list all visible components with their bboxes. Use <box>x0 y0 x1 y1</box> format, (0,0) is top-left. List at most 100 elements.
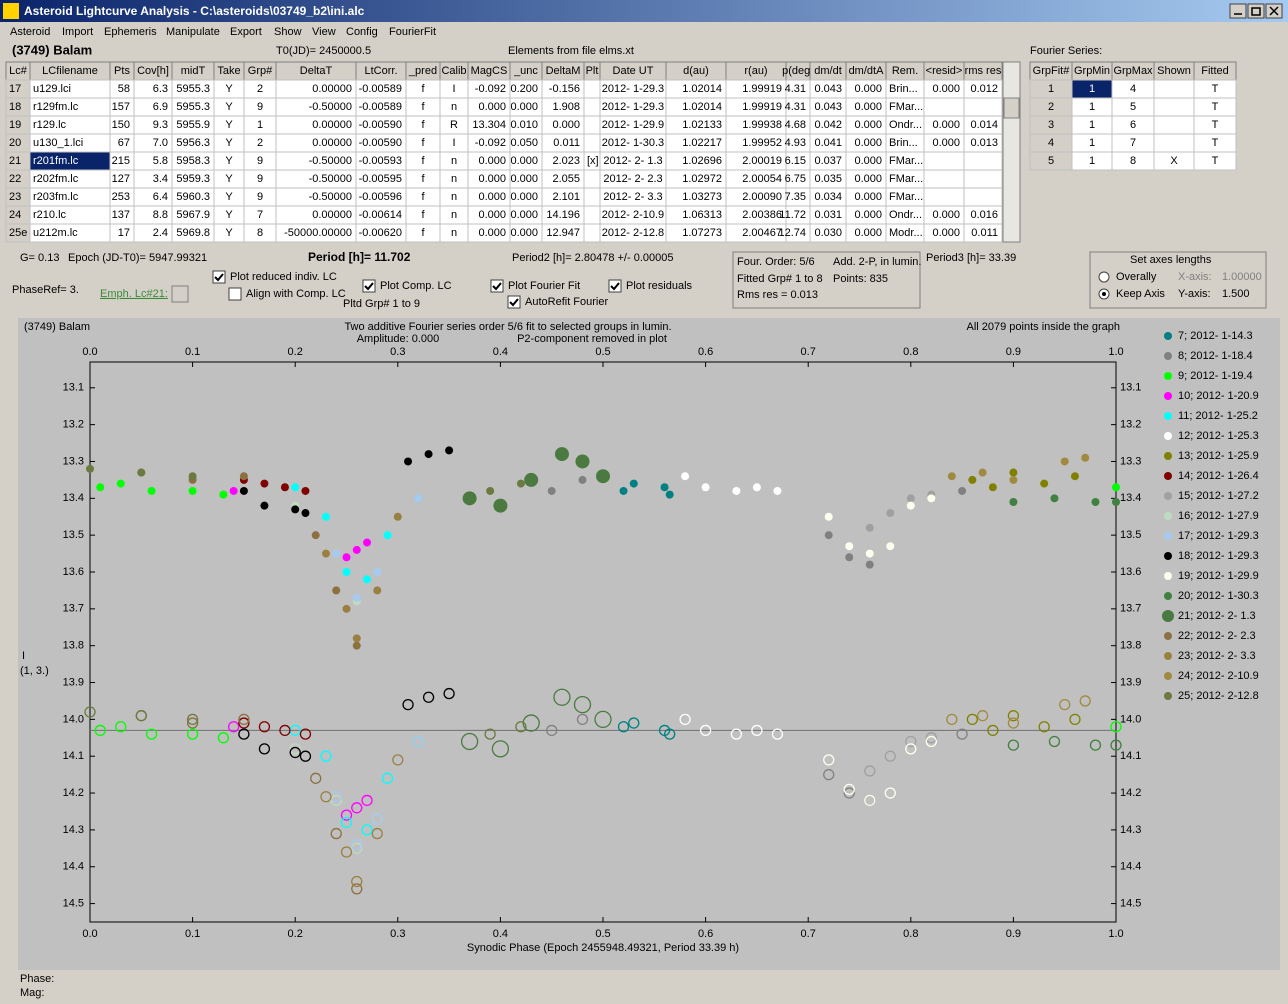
comp-point <box>1079 695 1091 707</box>
comp-point <box>279 724 291 737</box>
cell-text: -0.00614 <box>359 209 402 221</box>
cell-text: 1.02217 <box>682 137 722 149</box>
fourier-cell[interactable] <box>1153 79 1195 99</box>
cell-text: -0.00620 <box>359 227 402 239</box>
comp-point <box>402 698 414 711</box>
checkbox[interactable] <box>228 287 242 301</box>
checkbox[interactable] <box>507 295 521 309</box>
table-cell[interactable] <box>963 169 1003 189</box>
radio[interactable] <box>1098 271 1110 283</box>
checkbox[interactable] <box>212 270 226 284</box>
object-name: (3749) Balam <box>12 42 92 57</box>
fourier-cell[interactable] <box>1193 151 1237 171</box>
scrollbar[interactable] <box>1002 61 1021 243</box>
comp-point <box>135 710 147 722</box>
epoch-label: Epoch (JD-T0)= 5947.99321 <box>68 252 207 264</box>
scroll-thumb[interactable] <box>1003 97 1020 119</box>
checkbox[interactable] <box>608 279 622 293</box>
cell-text: -0.00589 <box>359 83 402 95</box>
x-axis-value: 1.00000 <box>1222 271 1262 283</box>
table-cell[interactable] <box>923 151 965 171</box>
table-cell[interactable] <box>583 223 601 243</box>
cell-text: 0.000 <box>478 191 506 203</box>
cell-text: 0.037 <box>814 155 842 167</box>
point <box>596 469 610 484</box>
comp-point <box>699 724 712 737</box>
emph-link: Emph. Lc#21: <box>100 288 168 300</box>
table-cell[interactable] <box>963 97 1003 117</box>
table-cell[interactable] <box>583 187 601 207</box>
checkbox[interactable] <box>362 279 376 293</box>
restore-button[interactable] <box>1247 3 1265 19</box>
fourier-cell-text: 1 <box>1089 137 1095 149</box>
column-header-text: midT <box>181 65 206 77</box>
comp-point <box>412 735 424 748</box>
cell-text: -0.092 <box>475 83 506 95</box>
table-cell[interactable] <box>583 133 601 153</box>
cell-text: 0.000 <box>510 227 538 239</box>
table-cell[interactable] <box>583 79 601 99</box>
y-tick-label: 13.1 <box>63 382 84 394</box>
radio-label: Keep Axis <box>1116 288 1165 300</box>
fourier-cell-text: 6 <box>1130 119 1136 131</box>
fourier-cell-text: 5 <box>1048 155 1054 167</box>
checkbox[interactable] <box>490 279 504 293</box>
cell-text: 20 <box>9 137 21 149</box>
x-tick-label-top: 0.7 <box>801 346 816 358</box>
check-mark <box>364 282 374 291</box>
cell-text: 6.9 <box>153 101 168 113</box>
fourier-cell[interactable] <box>1153 133 1195 153</box>
comp-point <box>1048 735 1061 748</box>
x-tick-label: 0.4 <box>493 928 508 940</box>
cell-text: 0.00000 <box>312 83 352 95</box>
cell-text: 4.68 <box>785 119 806 131</box>
table-cell[interactable] <box>963 223 1003 243</box>
table-cell[interactable] <box>963 151 1003 171</box>
cell-text: 17 <box>118 227 130 239</box>
point <box>424 450 433 459</box>
t0-label: T0(JD)= 2450000.5 <box>276 45 371 57</box>
column-header-text: _unc <box>513 65 538 77</box>
table-cell[interactable] <box>923 169 965 189</box>
cell-text: 0.000 <box>510 101 538 113</box>
comp-point <box>238 713 250 726</box>
table-cell[interactable] <box>583 169 601 189</box>
checkbox-label: Plot Comp. LC <box>380 280 452 292</box>
cell-text: 1.02014 <box>682 83 722 95</box>
cell-text: 3.4 <box>153 173 168 185</box>
column-header-text: Take <box>217 65 240 77</box>
period3-label: Period3 [h]= 33.39 <box>926 252 1016 264</box>
comp-point <box>340 846 353 858</box>
menu-item: View <box>312 26 336 38</box>
cell-text: 0.000 <box>854 191 882 203</box>
cell-text: 0.000 <box>478 227 506 239</box>
comp-point <box>1110 721 1122 733</box>
comp-point <box>823 768 835 781</box>
point <box>188 486 197 495</box>
cell-text: f <box>421 227 425 239</box>
table-cell[interactable] <box>963 187 1003 207</box>
table-cell[interactable] <box>583 115 601 135</box>
minimize-button[interactable] <box>1229 3 1247 19</box>
period-label: Period [h]= 11.702 <box>308 250 411 264</box>
y-tick-label-right: 14.3 <box>1120 824 1141 836</box>
cell-text: -0.00595 <box>359 173 402 185</box>
y-tick-label: 14.0 <box>63 713 84 725</box>
fourier-cell[interactable] <box>1153 115 1195 135</box>
legend-marker <box>1164 672 1172 680</box>
legend-marker <box>1164 652 1172 660</box>
comp-point <box>115 721 127 733</box>
fourier-cell[interactable] <box>1153 97 1195 117</box>
table-cell[interactable] <box>923 187 965 207</box>
table-cell[interactable] <box>923 97 965 117</box>
cell-text: 0.200 <box>510 83 538 95</box>
comp-point <box>443 687 455 700</box>
spin-button[interactable] <box>171 285 189 303</box>
comp-point <box>238 728 250 740</box>
table-cell[interactable] <box>583 205 601 225</box>
y-tick-label-right: 14.1 <box>1120 750 1141 762</box>
window-buttons[interactable] <box>1229 3 1283 19</box>
table-cell[interactable] <box>583 97 601 117</box>
comp-point <box>371 813 383 825</box>
cell-text: 2.00386 <box>742 209 782 221</box>
